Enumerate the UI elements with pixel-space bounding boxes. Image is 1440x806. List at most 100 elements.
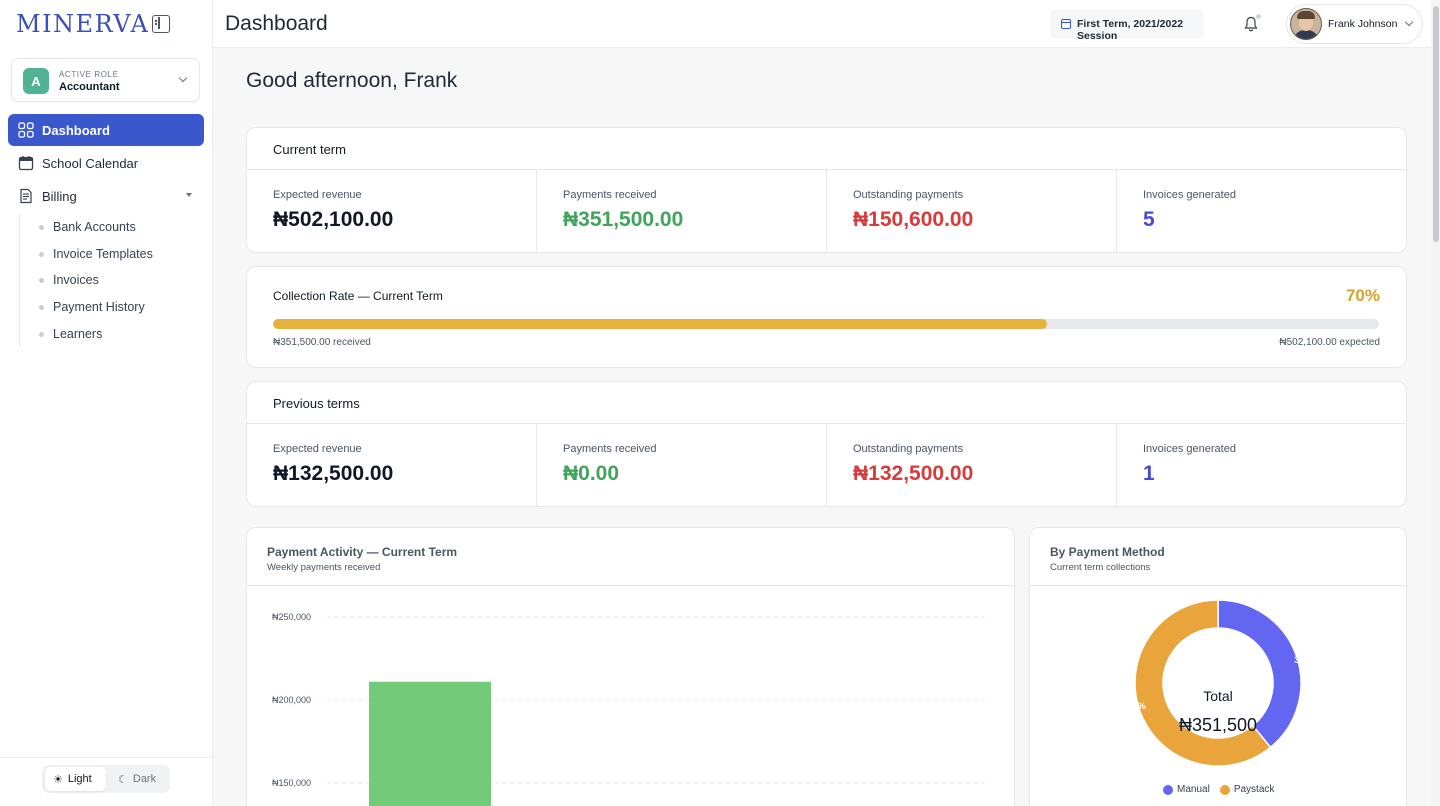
stat-label: Expected revenue: [273, 443, 362, 455]
stat-label: Expected revenue: [273, 189, 362, 201]
notification-dot: [1256, 14, 1261, 19]
collection-received-label: ₦351,500.00 received: [273, 337, 371, 348]
sidebar-item-label: Billing: [42, 189, 77, 204]
pie-slice-paystack[interactable]: [1134, 599, 1272, 767]
stat-label: Payments received: [563, 189, 657, 201]
theme-light-button[interactable]: ☀ Light: [45, 767, 106, 791]
theme-toggle: ☀ Light ☾ Dark: [42, 765, 170, 793]
stat-value: ₦502,100.00: [273, 208, 394, 231]
stat-expected-revenue: Expected revenue ₦502,100.00: [247, 170, 537, 253]
scrollbar-thumb[interactable]: [1433, 6, 1439, 242]
sidebar-subitem-invoices[interactable]: Invoices: [39, 271, 99, 289]
collection-expected-label: ₦502,100.00 expected: [1279, 337, 1380, 348]
bar[interactable]: [369, 681, 491, 806]
chart-title: By Payment Method: [1050, 545, 1165, 559]
caret-down-icon: [186, 193, 192, 197]
collection-rate-percent: 70%: [1345, 286, 1380, 305]
receipt-icon: [20, 188, 32, 204]
collection-rate-title: Collection Rate — Current Term: [273, 289, 443, 303]
sidebar-item-school-calendar[interactable]: School Calendar: [8, 147, 204, 179]
payment-method-card: By Payment Method Current term collectio…: [1029, 527, 1407, 806]
stat-value: ₦0.00: [563, 462, 620, 485]
legend-item-paystack[interactable]: Paystack: [1219, 784, 1275, 795]
current-term-card: Current term Expected revenue ₦502,100.0…: [246, 127, 1407, 253]
brand-name: MINERVA: [16, 10, 150, 38]
sun-icon: ☀: [53, 773, 63, 786]
theme-dark-button[interactable]: ☾ Dark: [110, 767, 166, 791]
bullet-icon: [39, 224, 44, 230]
stat-invoices-generated: Invoices generated 1: [1117, 424, 1406, 507]
bell-icon[interactable]: [1243, 16, 1259, 32]
stat-invoices-generated: Invoices generated 5: [1117, 170, 1406, 253]
chart-header: By Payment Method Current term collectio…: [1030, 528, 1406, 586]
stat-payments-received: Payments received ₦0.00: [537, 424, 827, 507]
stat-outstanding-payments: Outstanding payments ₦132,500.00: [827, 424, 1117, 507]
chart-subtitle: Weekly payments received: [267, 562, 381, 573]
brand-logo[interactable]: MINERVA: [16, 8, 149, 40]
theme-dark-label: Dark: [132, 773, 157, 785]
user-name: Frank Johnson: [1328, 18, 1398, 30]
sidebar-footer-divider: [0, 757, 213, 758]
stat-value: ₦132,500.00: [853, 462, 974, 485]
chart-header: Payment Activity — Current Term Weekly p…: [247, 528, 1014, 586]
chart-title: Payment Activity — Current Term: [267, 545, 458, 559]
y-tick-label: ₦200,000: [272, 695, 311, 705]
legend-label: Manual: [1177, 784, 1210, 795]
greeting: Good afternoon, Frank: [246, 69, 458, 92]
sidebar-subitem-label: Invoice Templates: [53, 247, 153, 261]
donut-total-label: Total: [1203, 688, 1233, 704]
role-switcher[interactable]: A ACTIVE ROLE Accountant: [11, 58, 200, 102]
donut-total-value: ₦351,500: [1179, 715, 1257, 735]
stat-value: 1: [1143, 462, 1155, 485]
chart-subtitle: Current term collections: [1050, 562, 1151, 573]
sidebar-item-dashboard[interactable]: Dashboard: [8, 114, 204, 146]
submenu-divider: [19, 214, 20, 347]
role-kicker: ACTIVE ROLE: [59, 70, 119, 79]
chevron-down-icon: [1404, 17, 1414, 27]
user-menu[interactable]: Frank Johnson: [1286, 4, 1423, 44]
role-avatar: A: [23, 68, 49, 94]
collection-progress-bar: [273, 319, 1379, 329]
stat-payments-received: Payments received ₦351,500.00: [537, 170, 827, 253]
sidebar-toggle-icon[interactable]: [152, 15, 170, 33]
stat-label: Outstanding payments: [853, 189, 964, 201]
scrollbar-track[interactable]: [1431, 0, 1440, 806]
stats-row: Expected revenue ₦502,100.00 Payments re…: [247, 169, 1406, 253]
legend-item-manual[interactable]: Manual: [1163, 784, 1210, 795]
sidebar-subitem-label: Invoices: [53, 273, 99, 287]
sidebar: MINERVA A ACTIVE ROLE Accountant Dashboa…: [0, 0, 213, 806]
y-tick-label: ₦250,000: [272, 612, 311, 622]
stat-value: 5: [1143, 208, 1155, 231]
chevron-down-icon: [178, 73, 188, 83]
top-bar: Dashboard First Term, 2021/2022 Session …: [213, 0, 1440, 48]
stat-label: Invoices generated: [1143, 189, 1236, 201]
sidebar-subitem-label: Bank Accounts: [53, 220, 136, 234]
collection-progress-fill: [273, 319, 1048, 329]
theme-light-label: Light: [67, 773, 92, 785]
legend-label: Paystack: [1233, 784, 1275, 795]
calendar-icon: [1061, 19, 1071, 29]
stat-expected-revenue: Expected revenue ₦132,500.00: [247, 424, 537, 507]
sidebar-subitem-bank-accounts[interactable]: Bank Accounts: [39, 218, 136, 236]
session-selector[interactable]: First Term, 2021/2022 Session: [1050, 10, 1204, 42]
sidebar-subitem-learners[interactable]: Learners: [39, 325, 102, 343]
chart-legend: Manual Paystack: [1163, 784, 1274, 795]
sidebar-subitem-label: Learners: [53, 327, 103, 341]
payment-method-chart: 39.1% 60.9% Total ₦351,500: [1120, 599, 1320, 767]
stat-label: Payments received: [563, 443, 657, 455]
legend-swatch: [1163, 784, 1173, 795]
stat-value: ₦150,600.00: [853, 208, 974, 231]
legend-swatch: [1219, 784, 1230, 795]
payment-activity-chart: ₦250,000 ₦200,000 ₦150,000: [272, 612, 985, 806]
pie-slice-manual[interactable]: [1217, 599, 1302, 749]
grid-icon: [18, 122, 34, 138]
sidebar-item-label: School Calendar: [42, 156, 139, 171]
bullet-icon: [39, 304, 44, 310]
calendar-icon: [18, 156, 34, 171]
sidebar-subitem-invoice-templates[interactable]: Invoice Templates: [39, 245, 153, 263]
sidebar-subitem-payment-history[interactable]: Payment History: [39, 298, 145, 316]
sidebar-item-billing[interactable]: Billing: [8, 180, 204, 212]
bullet-icon: [39, 331, 44, 337]
sidebar-item-label: Dashboard: [42, 123, 110, 138]
stat-value: ₦132,500.00: [273, 462, 394, 485]
